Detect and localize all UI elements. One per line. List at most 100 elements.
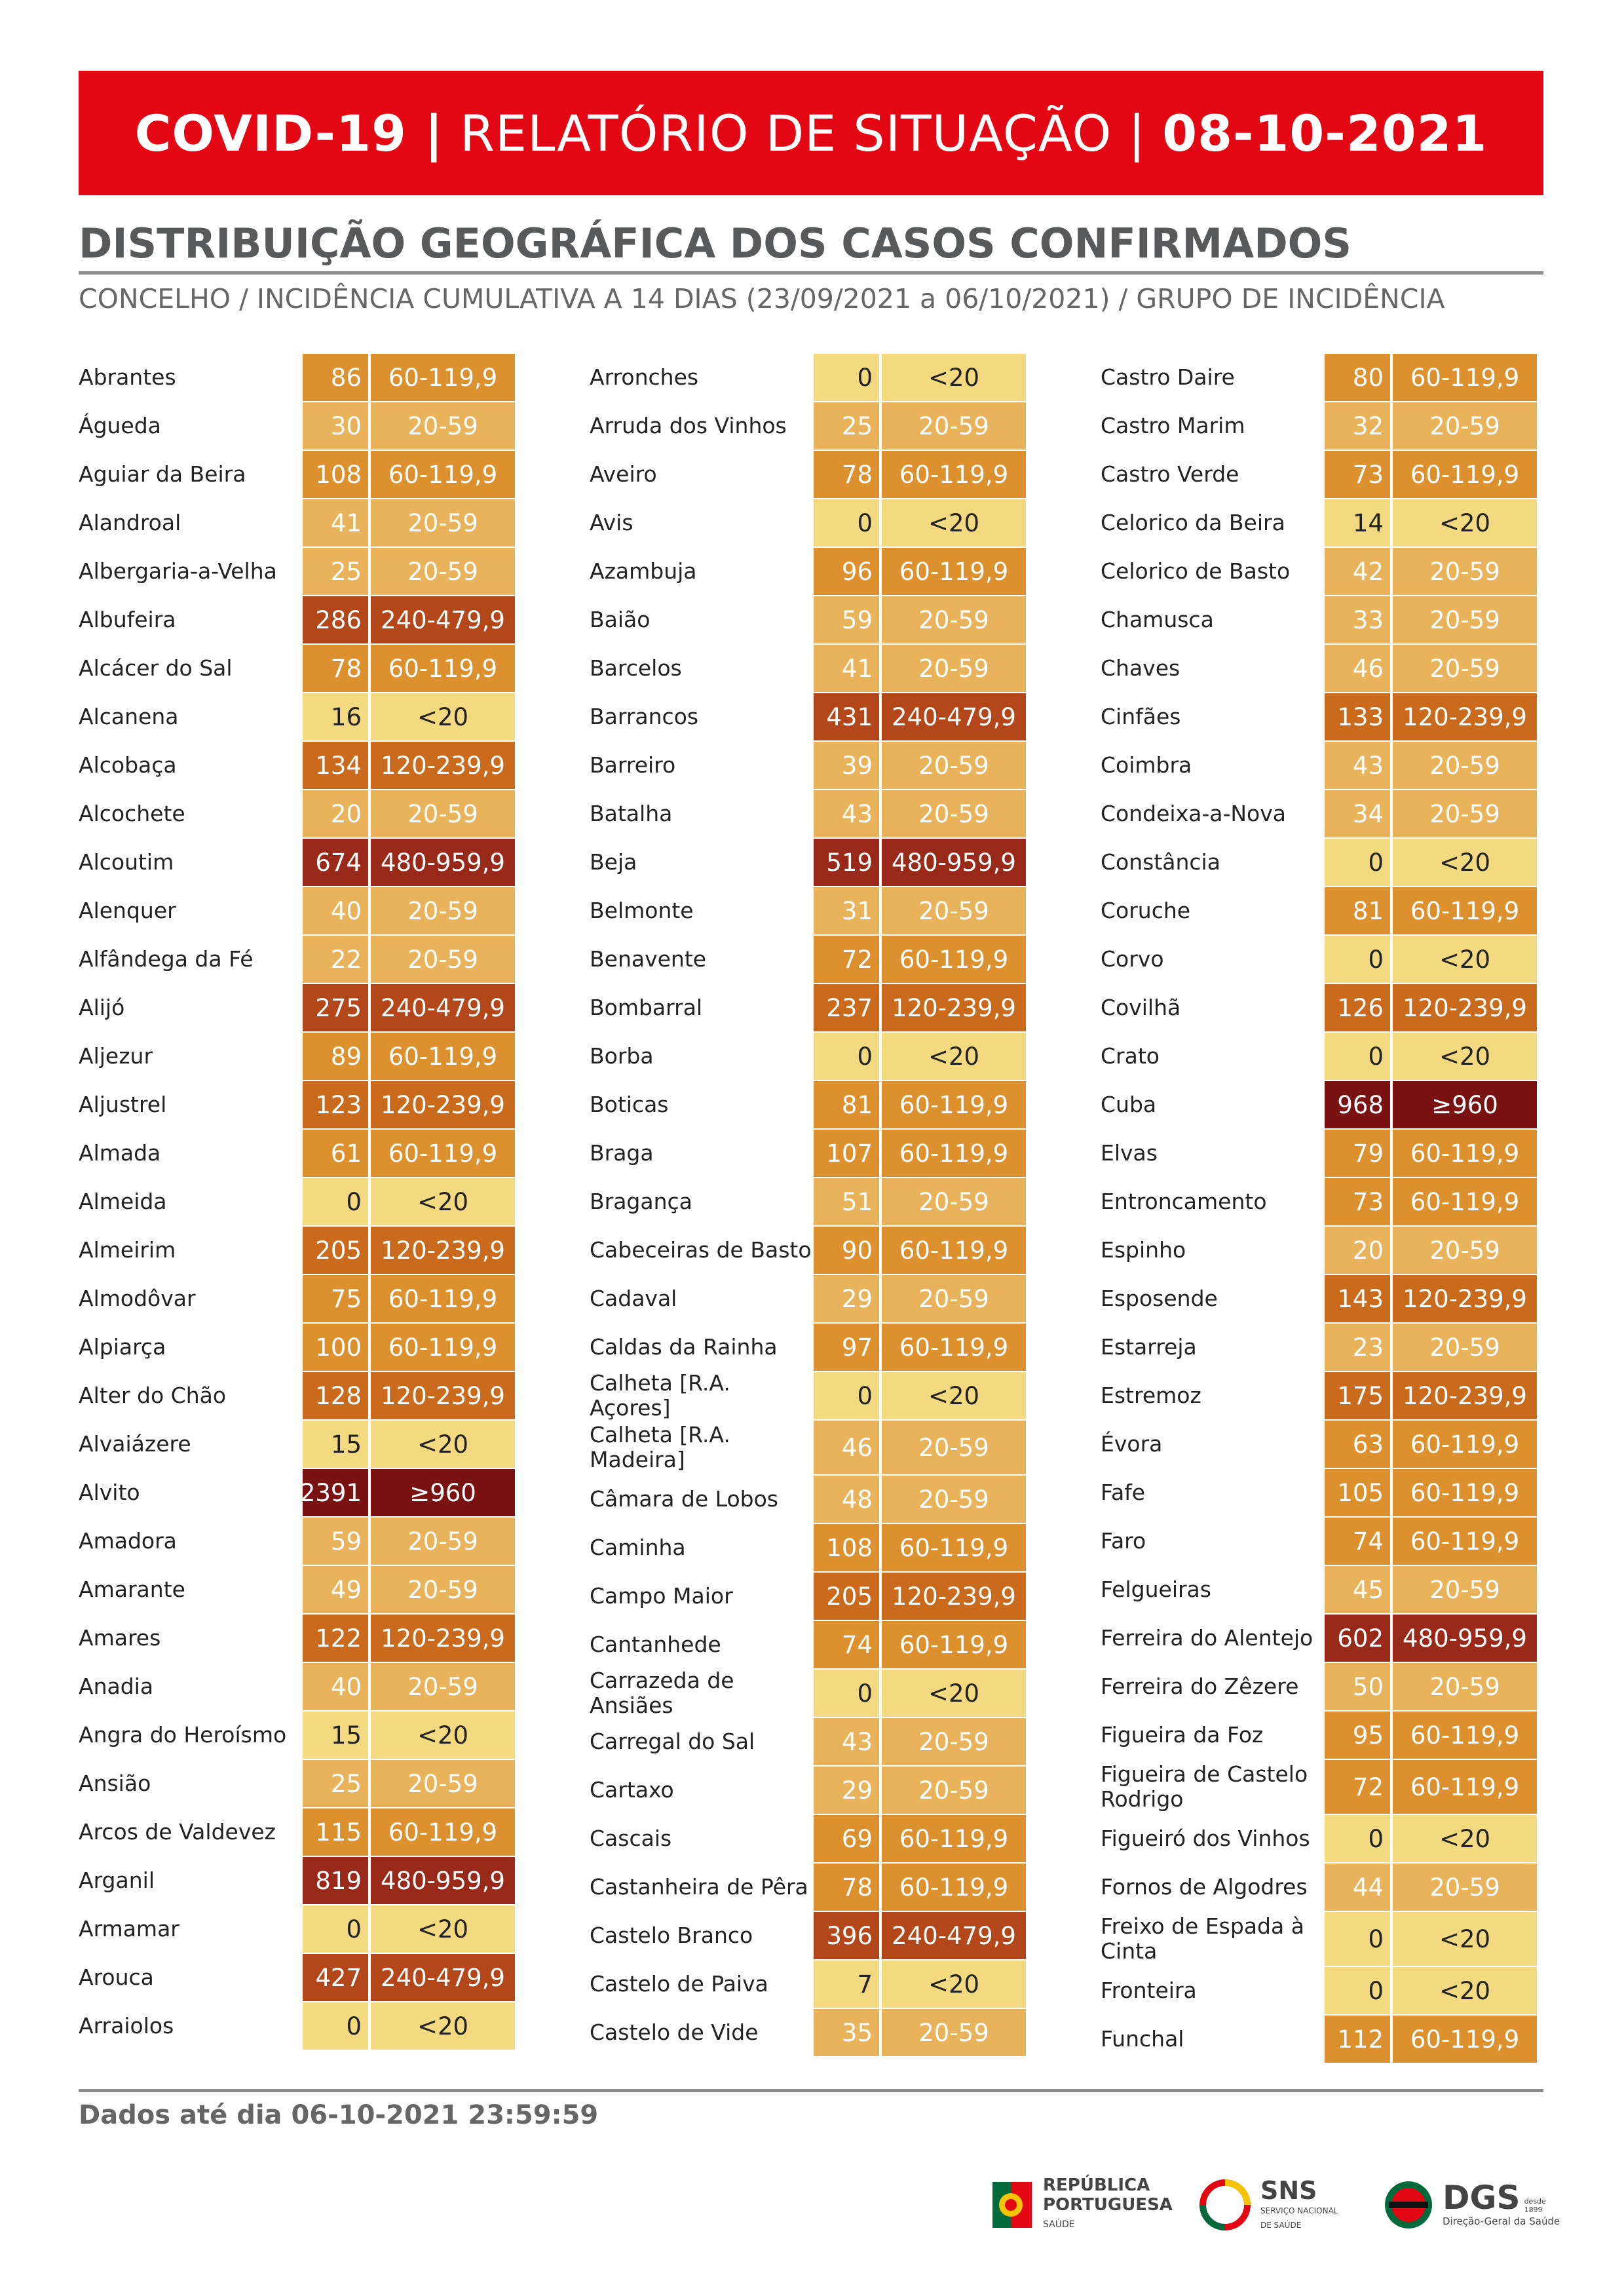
incidence-group: 60-119,9 <box>371 354 515 401</box>
concelho-name: Carrazeda de Ansiães <box>590 1668 734 1718</box>
table-row: Crato 0 <20 <box>1101 1033 1553 1080</box>
table-row: Condeixa-a-Nova 34 20-59 <box>1101 790 1553 837</box>
table-row: Celorico de Basto 42 20-59 <box>1101 548 1553 595</box>
incidence-group: 120-239,9 <box>371 1227 515 1274</box>
table-column-1: Abrantes 86 60-119,9 Águeda 30 20-59 Aguiar da… <box>79 354 531 2051</box>
incidence-value: 20 <box>303 790 368 837</box>
concelho-name: Aljezur <box>79 1043 153 1069</box>
table-row: Boticas 81 60-119,9 <box>590 1081 1042 1128</box>
concelho-name: Caldas da Rainha <box>590 1334 778 1360</box>
saude-text: SAÚDE <box>1043 2219 1075 2230</box>
table-row: Freixo de Espada à Cinta 0 <20 <box>1101 1912 1553 1966</box>
incidence-value: 25 <box>814 402 879 450</box>
concelho-name: Entroncamento <box>1101 1189 1267 1214</box>
incidence-value: 31 <box>814 887 879 934</box>
concelho-name: Boticas <box>590 1092 669 1117</box>
concelho-name: Alenquer <box>79 898 176 923</box>
table-row: Chamusca 33 20-59 <box>1101 596 1553 643</box>
concelho-name: Celorico da Beira <box>1101 510 1285 535</box>
concelho-name: Barreiro <box>590 752 676 778</box>
incidence-value: 29 <box>814 1275 879 1322</box>
concelho-name: Amadora <box>79 1528 177 1554</box>
table-row: Albergaria-a-Velha 25 20-59 <box>79 548 531 595</box>
concelho-name: Figueiró dos Vinhos <box>1101 1826 1310 1851</box>
concelho-name: Estarreja <box>1101 1334 1197 1360</box>
incidence-value: 123 <box>303 1081 368 1128</box>
incidence-value: 74 <box>814 1621 879 1668</box>
table-row: Castelo de Vide 35 20-59 <box>590 2009 1042 2056</box>
concelho-name: Coruche <box>1101 898 1191 923</box>
table-row: Amares 122 120-239,9 <box>79 1615 531 1662</box>
table-row: Alcoutim 674 480-959,9 <box>79 839 531 886</box>
concelho-name: Castro Marim <box>1101 413 1245 438</box>
table-row: Baião 59 20-59 <box>590 596 1042 643</box>
concelho-name: Castanheira de Pêra <box>590 1874 808 1900</box>
concelho-name: Albufeira <box>79 607 176 632</box>
concelho-name: Beja <box>590 849 637 875</box>
table-row: Alvaiázere 15 <20 <box>79 1421 531 1468</box>
table-row: Almeida 0 <20 <box>79 1178 531 1225</box>
sns-text: SNS <box>1260 2176 1317 2205</box>
incidence-value: 2391 <box>300 1469 368 1516</box>
incidence-group: 120-239,9 <box>1393 1372 1537 1419</box>
table-row: Almeirim 205 120-239,9 <box>79 1227 531 1274</box>
incidence-group: 60-119,9 <box>371 645 515 692</box>
sns-emblem-icon <box>1199 2179 1251 2230</box>
concelho-name: Arganil <box>79 1867 155 1893</box>
incidence-group: 60-119,9 <box>1393 1469 1537 1516</box>
incidence-group: <20 <box>371 1421 515 1468</box>
concelho-name: Águeda <box>79 413 161 438</box>
incidence-group: <20 <box>371 1905 515 1953</box>
concelho-name: Castro Daire <box>1101 364 1235 390</box>
concelho-name: Caminha <box>590 1535 686 1560</box>
concelho-name: Almeirim <box>79 1237 176 1263</box>
incidence-value: 46 <box>814 1421 879 1474</box>
incidence-value: 107 <box>814 1130 879 1177</box>
concelho-name: Amarante <box>79 1577 185 1602</box>
incidence-value: 50 <box>1325 1663 1390 1710</box>
incidence-group: 60-119,9 <box>882 1815 1026 1862</box>
table-row: Alandroal 41 20-59 <box>79 499 531 546</box>
incidence-value: 0 <box>1325 1815 1390 1862</box>
incidence-group: <20 <box>882 354 1026 401</box>
incidence-value: 61 <box>303 1130 368 1177</box>
concelho-name: Esposende <box>1101 1286 1218 1311</box>
table-row: Campo Maior 205 120-239,9 <box>590 1573 1042 1620</box>
republica-text: REPÚBLICA <box>1043 2175 1150 2195</box>
table-row: Entroncamento 73 60-119,9 <box>1101 1178 1553 1225</box>
table-row: Alter do Chão 128 120-239,9 <box>79 1372 531 1419</box>
incidence-value: 108 <box>303 451 368 498</box>
incidence-value: 819 <box>303 1857 368 1904</box>
incidence-value: 59 <box>303 1518 368 1565</box>
banner-covid: COVID-19 | <box>134 104 444 163</box>
concelho-name: Arcos de Valdevez <box>79 1819 276 1845</box>
concelho-name: Avis <box>590 510 633 535</box>
table-row: Castelo de Paiva 7 <20 <box>590 1961 1042 2008</box>
concelho-name: Bragança <box>590 1189 692 1214</box>
concelho-name: Ansião <box>79 1770 151 1796</box>
table-row: Amarante 49 20-59 <box>79 1566 531 1613</box>
concelho-name: Arruda dos Vinhos <box>590 413 787 438</box>
incidence-value: 72 <box>814 936 879 983</box>
coat-of-arms-icon <box>992 2182 1032 2228</box>
concelho-name: Faro <box>1101 1528 1146 1554</box>
table-row: Avis 0 <20 <box>590 499 1042 546</box>
incidence-group: <20 <box>1393 1912 1537 1966</box>
table-row: Fornos de Algodres 44 20-59 <box>1101 1864 1553 1911</box>
table-row: Albufeira 286 240-479,9 <box>79 596 531 643</box>
concelho-name: Belmonte <box>590 898 694 923</box>
concelho-name: Cascais <box>590 1826 672 1851</box>
concelho-name: Estremoz <box>1101 1383 1201 1408</box>
incidence-value: 72 <box>1325 1760 1390 1814</box>
table-row: Barreiro 39 20-59 <box>590 742 1042 789</box>
incidence-group: 60-119,9 <box>882 1324 1026 1371</box>
incidence-group: 60-119,9 <box>882 1081 1026 1128</box>
incidence-group: 60-119,9 <box>882 1524 1026 1571</box>
table-row: Bombarral 237 120-239,9 <box>590 984 1042 1031</box>
incidence-value: 0 <box>303 1905 368 1953</box>
incidence-group: 20-59 <box>882 887 1026 934</box>
incidence-value: 396 <box>814 1912 879 1959</box>
incidence-value: 100 <box>303 1324 368 1371</box>
incidence-group: 120-239,9 <box>371 1615 515 1662</box>
table-row: Alijó 275 240-479,9 <box>79 984 531 1031</box>
